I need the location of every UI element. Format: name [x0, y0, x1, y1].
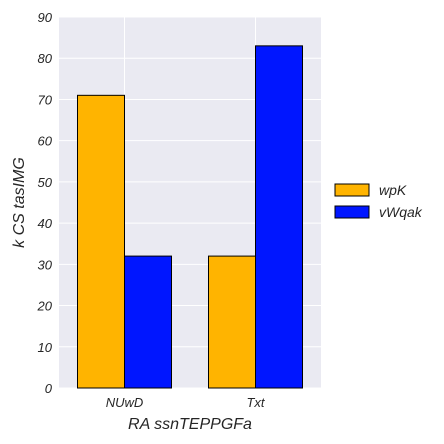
- x-tick-labels: NUwD Txt: [106, 395, 266, 410]
- x-tick-label: NUwD: [106, 395, 144, 410]
- x-tick-label: Txt: [246, 395, 265, 410]
- y-tick-label: 50: [38, 175, 53, 190]
- legend-label-wpK: wpK: [379, 182, 407, 198]
- legend-swatch-vWqak: [334, 205, 370, 219]
- bars: [77, 45, 303, 389]
- bar-vWqak-Txt: [255, 45, 303, 389]
- y-tick-label: 90: [38, 10, 53, 25]
- legend-swatch-wpK: [334, 183, 370, 197]
- y-tick-label: 0: [45, 381, 53, 396]
- bar-vWqak-NUwD: [124, 255, 172, 389]
- y-tick-label: 30: [38, 257, 53, 272]
- bar-wpK-Txt: [208, 255, 256, 389]
- y-tick-label: 20: [37, 299, 53, 314]
- y-axis-label: k CS tasIMG: [11, 157, 28, 248]
- y-tick-label: 70: [38, 92, 53, 107]
- bar-wpK-NUwD: [77, 94, 125, 389]
- y-tick-label: 10: [38, 340, 53, 355]
- y-tick-labels: 0 10 20 30 40 50 60 70 80 90: [37, 10, 53, 396]
- legend-label-vWqak: vWqak: [379, 204, 423, 220]
- legend: wpK vWqak: [334, 182, 423, 220]
- y-tick-label: 40: [38, 216, 53, 231]
- y-tick-label: 80: [38, 51, 53, 66]
- x-axis-label: RA ssnTEPPGFa: [128, 416, 252, 433]
- y-tick-label: 60: [38, 134, 53, 149]
